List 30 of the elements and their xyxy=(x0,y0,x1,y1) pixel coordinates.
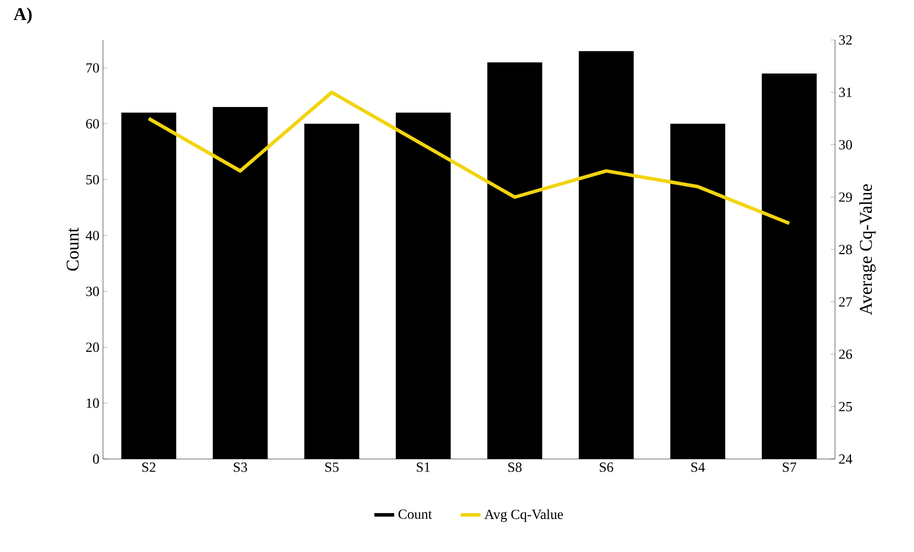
x-tick-label: S1 xyxy=(416,462,430,472)
y2-tick-label: 26 xyxy=(839,350,852,359)
y2-axis-title: Average Cq-Value xyxy=(859,184,876,316)
y2-tick-label: 24 xyxy=(839,454,852,464)
x-tick-label: S3 xyxy=(234,462,248,472)
y-tick-label: 0 xyxy=(93,454,99,464)
x-tick-label: S5 xyxy=(325,462,339,472)
y2-tick-label: 31 xyxy=(839,88,852,98)
y2-tick-label: 32 xyxy=(839,35,852,45)
y-tick-label: 10 xyxy=(86,398,99,408)
legend-label: Avg Cq-Value xyxy=(484,509,563,522)
x-tick-label: S7 xyxy=(782,462,796,472)
x-tick-label: S2 xyxy=(142,462,156,472)
y-tick-label: 60 xyxy=(86,119,99,129)
legend-label: Count xyxy=(398,509,432,519)
x-tick-label: S8 xyxy=(508,462,522,472)
y-tick-label: 70 xyxy=(86,63,99,73)
y-tick-label: 20 xyxy=(86,342,99,352)
y-tick-label: 50 xyxy=(86,174,99,184)
y2-tick-label: 30 xyxy=(839,140,852,150)
y2-tick-label: 28 xyxy=(839,244,852,254)
x-tick-label: S6 xyxy=(600,462,614,472)
y2-tick-label: 29 xyxy=(839,192,852,202)
y-tick-label: 30 xyxy=(86,286,99,296)
y-axis-title: Count xyxy=(66,228,79,271)
y-tick-label: 40 xyxy=(86,230,99,240)
x-tick-label: S4 xyxy=(691,462,705,472)
y2-tick-label: 27 xyxy=(839,297,852,306)
text: A) xyxy=(14,8,32,24)
y2-tick-label: 25 xyxy=(839,402,852,412)
